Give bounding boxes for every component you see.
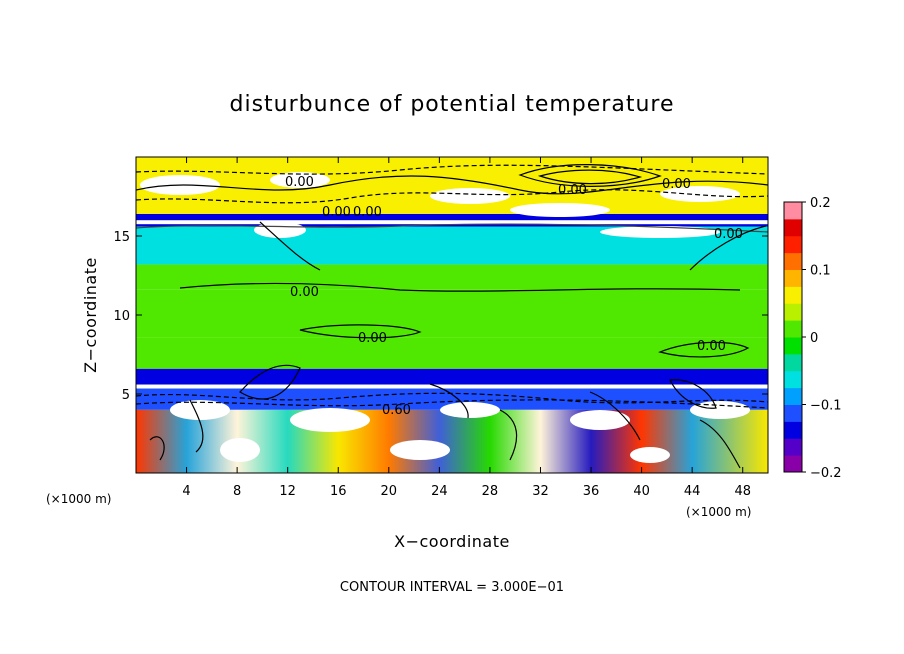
y-axis-unit: (×1000 m) [46, 492, 111, 506]
contour-label: 0.00 [285, 175, 314, 190]
contour-label: 0.00 [358, 331, 387, 346]
field-blob [170, 400, 230, 420]
colorbar-swatch [784, 370, 802, 389]
colorbar-tick-label: −0.1 [810, 399, 842, 414]
colorbar-swatch [784, 218, 802, 237]
x-tick-label: 36 [583, 484, 600, 499]
x-axis-label: X−coordinate [394, 532, 510, 551]
x-axis: 4 8 12 16 20 24 28 32 36 40 44 48 [182, 157, 751, 499]
x-tick-label: 48 [734, 484, 751, 499]
field-blob [220, 438, 260, 462]
colorbar-swatch [784, 286, 802, 304]
y-tick-label: 15 [113, 230, 130, 245]
x-tick-label: 40 [633, 484, 650, 499]
x-tick-label: 12 [279, 484, 296, 499]
chart-title: disturbunce of potential temperature [230, 92, 675, 117]
x-tick-label: 24 [431, 484, 448, 499]
x-tick-label: 16 [330, 484, 347, 499]
contour-label: 0.00 [558, 183, 587, 198]
field-blob [430, 188, 510, 204]
x-tick-label: 8 [233, 484, 241, 499]
colorbar-swatch [784, 202, 802, 220]
colorbar-swatch [784, 235, 802, 254]
colorbar-swatch [784, 320, 802, 338]
x-tick-label: 4 [182, 484, 190, 499]
colorbar-swatch [784, 438, 802, 456]
x-tick-label: 32 [532, 484, 549, 499]
field-band [136, 289, 768, 338]
colorbar-swatch [784, 404, 802, 422]
contour-label: 0.00 [662, 177, 691, 192]
x-tick-label: 44 [684, 484, 701, 499]
colorbar-swatch [784, 252, 802, 270]
x-tick-label: 28 [482, 484, 499, 499]
contour-label: 0.00 [290, 285, 319, 300]
contour-lines [136, 164, 768, 469]
field-blob [570, 410, 630, 430]
field-blob [440, 402, 500, 418]
field-blob [510, 203, 610, 217]
field-blob [690, 401, 750, 419]
colorbar-swatch [784, 455, 802, 473]
colorbar-tick-label: 0.1 [810, 264, 831, 279]
field-blob [660, 186, 740, 202]
colorbar-swatch [784, 269, 802, 287]
colorbar-tick-label: 0.2 [810, 196, 831, 211]
contour-label: 0.60 [382, 403, 411, 418]
colorbar-swatch [784, 303, 802, 321]
field-stripe [136, 384, 768, 389]
colorbar-swatch [784, 353, 802, 372]
contour-label: 0.00 [697, 339, 726, 354]
y-tick-label: 5 [122, 388, 130, 403]
y-axis: 5 10 15 [113, 230, 768, 403]
field-blob [600, 226, 720, 238]
colorbar: 0.2 0.1 0 −0.1 −0.2 [783, 196, 842, 481]
colorbar-tick-label: −0.2 [810, 466, 842, 481]
temperature-field [136, 157, 768, 473]
colorbar-tick-label: 0 [810, 331, 818, 346]
colorbar-swatch [784, 337, 802, 355]
colorbar-swatch [784, 387, 802, 405]
field-stripe [136, 220, 768, 225]
contour-label: 0.00 [322, 205, 351, 220]
x-tick-label: 20 [381, 484, 398, 499]
y-axis-label: Z−coordinate [81, 257, 100, 373]
field-blob [290, 408, 370, 432]
contour-interval-note: CONTOUR INTERVAL = 3.000E−01 [340, 580, 564, 595]
field-band [136, 337, 768, 369]
field-band [136, 264, 768, 290]
contour-label-group: 0.00 0.00 0.00 0.00 0.00 0.00 0.00 0.00 … [285, 175, 743, 418]
field-band [136, 368, 768, 385]
y-tick-label: 10 [113, 309, 130, 324]
field-blob [390, 440, 450, 460]
contour-label: 0.00 [353, 205, 382, 220]
x-axis-unit: (×1000 m) [686, 505, 751, 519]
field-blob [270, 172, 330, 188]
colorbar-swatch [784, 421, 802, 439]
field-blob [630, 447, 670, 463]
contour-label: 0.00 [714, 227, 743, 242]
